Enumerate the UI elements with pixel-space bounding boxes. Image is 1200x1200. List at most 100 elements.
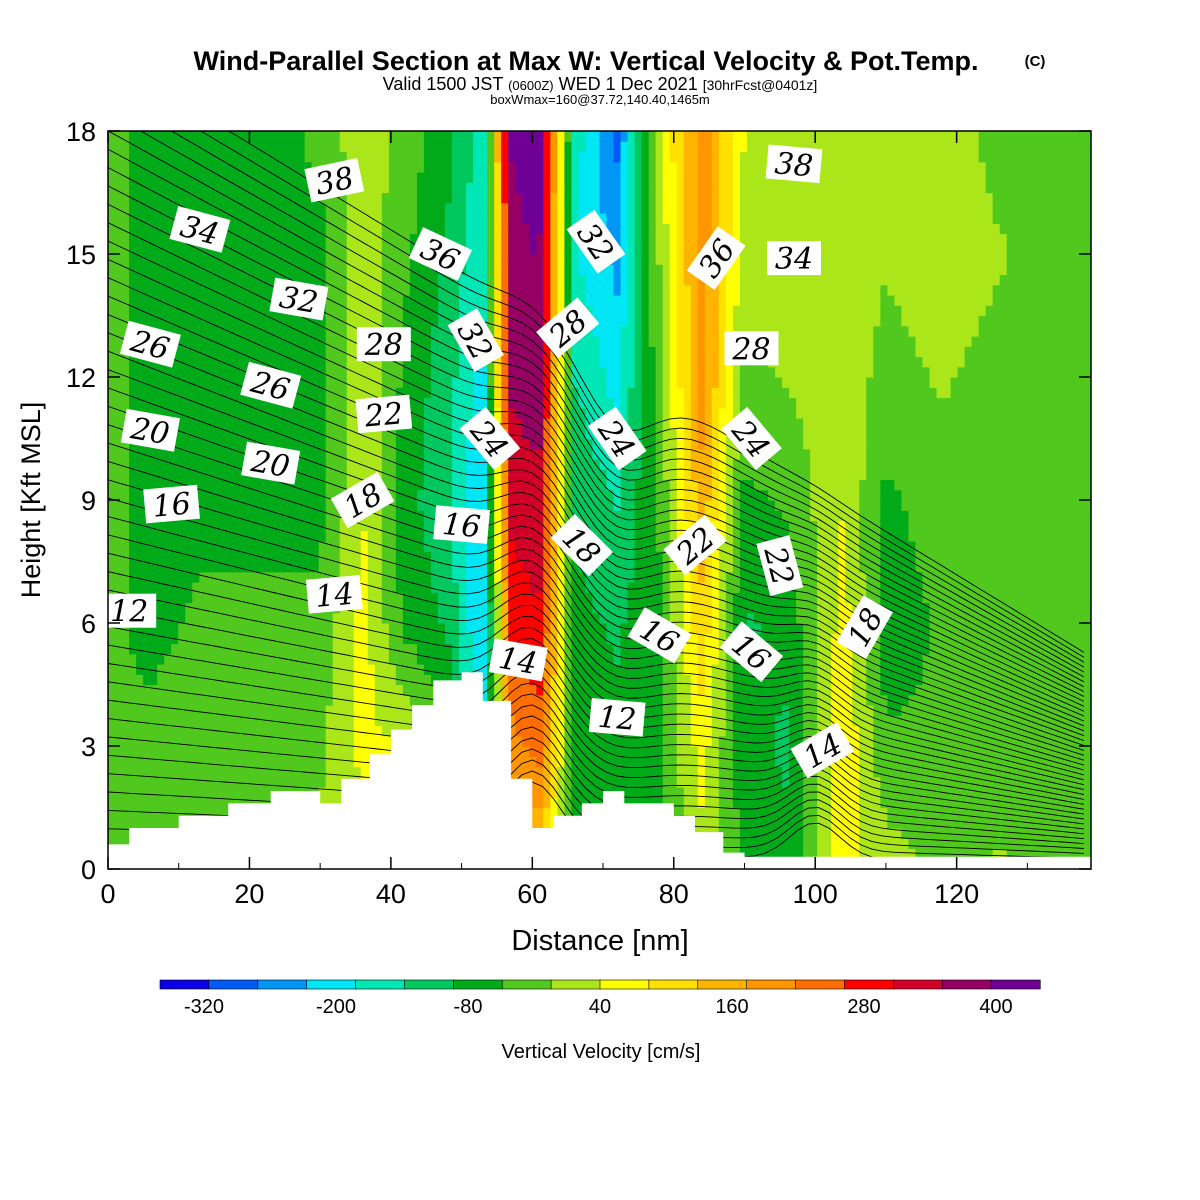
colorbar-swatch	[208, 979, 259, 990]
subtitle-fcst: [30hrFcst@0401z]	[703, 77, 818, 93]
x-tick-label: 80	[659, 879, 689, 909]
contour-label-box	[355, 394, 413, 434]
contour-label-box	[550, 513, 613, 577]
contour-label: 38	[304, 157, 365, 203]
theta-contour-line	[108, 497, 1085, 771]
theta-contour-line	[108, 258, 1085, 707]
subtitle-utc: (0600Z)	[508, 78, 554, 93]
contour-label-text: 16	[151, 486, 192, 524]
theta-contour-line	[108, 552, 1085, 786]
x-axis-label: Distance [nm]	[511, 925, 688, 957]
contour-label: 14	[305, 575, 363, 615]
colorbar-swatch	[990, 979, 1041, 990]
theta-contour-line	[108, 442, 1085, 756]
x-tick-label: 120	[934, 879, 979, 909]
contour-label: 38	[765, 144, 823, 184]
chart-subtitle-2: boxWmax=160@37.72,140.40,1465m	[490, 92, 710, 107]
contour-label: 26	[119, 320, 181, 368]
colorbar-swatch	[355, 979, 406, 990]
x-tick-label: 40	[376, 879, 406, 909]
colorbar-swatch	[697, 979, 748, 990]
theta-contour-line	[108, 222, 1085, 697]
contour-label-text: 20	[248, 444, 293, 485]
terrain-profile	[108, 672, 1091, 869]
contour-label-text: 28	[364, 328, 403, 363]
chart-title: Wind-Parallel Section at Max W: Vertical…	[194, 46, 979, 76]
colorbar-swatch	[306, 979, 357, 990]
contour-label-box	[721, 406, 782, 471]
theta-contour-line	[108, 693, 1084, 825]
subtitle-prefix: Valid 1500 JST	[383, 74, 504, 94]
contour-label: 22	[355, 394, 413, 435]
x-tick-label: 20	[234, 879, 264, 909]
theta-contour-line	[108, 369, 1085, 737]
contour-label-box	[447, 308, 504, 372]
contour-label-text: 14	[314, 577, 355, 615]
contour-label-text: 34	[775, 242, 813, 277]
contour-label-text: 12	[110, 595, 148, 630]
contour-label: 20	[120, 408, 180, 452]
y-tick-label: 15	[66, 240, 96, 270]
x-tick-label: 100	[793, 879, 838, 909]
contour-label-box	[119, 320, 181, 368]
colorbar-tick-label: 280	[847, 996, 880, 1018]
theta-contour-line	[108, 148, 1085, 678]
contour-label-box	[627, 607, 692, 664]
contour-label-text: 38	[312, 161, 357, 203]
contour-label: 14	[790, 721, 855, 779]
contour-label: 16	[143, 484, 200, 525]
contour-label-text: 12	[597, 700, 638, 738]
colorbar-tick-label: -80	[454, 996, 483, 1018]
contour-label: 32	[269, 277, 329, 321]
chart-subtitle: Valid 1500 JST (0600Z) WED 1 Dec 2021 [3…	[383, 74, 818, 94]
contour-label-box	[587, 406, 647, 471]
contour-label-box	[790, 721, 855, 779]
contour-label: 14	[488, 638, 548, 682]
terrain	[108, 672, 1091, 869]
y-tick-label: 18	[66, 117, 96, 147]
colorbar-tick-label: 400	[979, 996, 1012, 1018]
theta-contour-line	[108, 726, 1084, 840]
contour-label-box	[240, 361, 302, 409]
contour-label-box	[836, 595, 893, 659]
contour-label: 28	[724, 331, 779, 367]
theta-contour-line	[108, 185, 1085, 688]
colorbar-swatch	[501, 979, 552, 990]
y-tick-label: 12	[66, 363, 96, 393]
contour-label-box	[356, 327, 411, 362]
theta-contour-line	[108, 479, 1085, 766]
colorbar-swatch	[795, 979, 846, 990]
theta-contour-line	[108, 681, 1084, 820]
contour-label-box	[488, 638, 548, 682]
contour-label-box	[724, 331, 779, 366]
theta-contour-line	[108, 460, 1085, 761]
contour-label-text: 38	[773, 146, 814, 184]
colorbar-tick-label: -200	[316, 996, 356, 1018]
contour-label-text: 28	[731, 332, 770, 367]
colorbar-swatch	[893, 979, 943, 990]
contour-label-box	[686, 226, 746, 290]
contour-label-text: 16	[441, 507, 482, 545]
contour-label-box	[120, 408, 180, 452]
colorbar-label: Vertical Velocity [cm/s]	[502, 1041, 701, 1063]
theta-contour-line	[108, 277, 1085, 712]
contour-label-box	[663, 514, 727, 576]
theta-contour-line	[108, 203, 1085, 693]
theta-contour-line	[108, 240, 1085, 702]
x-tick-label: 60	[517, 879, 547, 909]
copyright-mark: (C)	[1025, 53, 1046, 70]
theta-contour-line	[227, 131, 1085, 653]
theta-contour-line	[108, 167, 1085, 683]
contour-label-box	[433, 505, 490, 544]
theta-contour-line	[108, 644, 1084, 810]
contour-label-box	[169, 205, 231, 253]
colorbar-swatch	[404, 979, 454, 990]
contour-label-box	[767, 241, 821, 276]
contour-label: 20	[241, 441, 301, 485]
x-tick-label: 0	[100, 879, 115, 909]
theta-contour-line	[108, 131, 1085, 673]
contour-label-text: 20	[127, 411, 172, 452]
y-axis-label: Height [Kft MSL]	[16, 402, 46, 599]
